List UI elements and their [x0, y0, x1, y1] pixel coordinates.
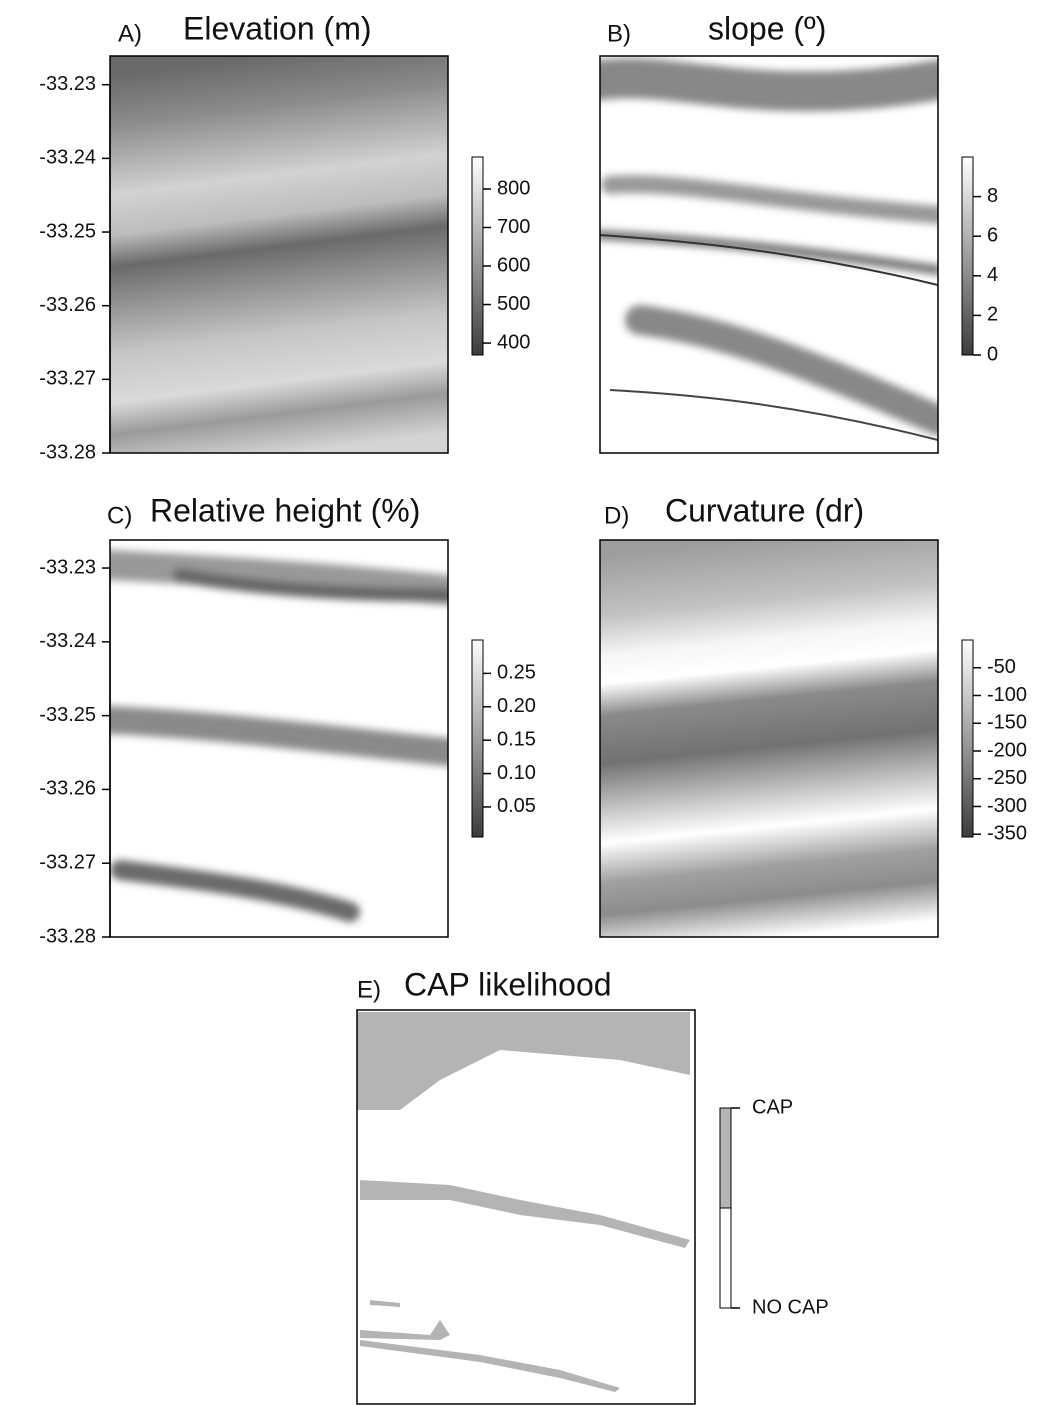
legend-swatch — [719, 1107, 732, 1209]
panel-title: slope (º) — [708, 10, 826, 46]
colorbar-tick-label: 0.15 — [497, 728, 536, 750]
relative-height-raster — [110, 540, 448, 937]
colorbar-tick-label: 0.25 — [497, 662, 536, 684]
colorbar — [961, 156, 974, 356]
y-tick-label: -33.25 — [39, 220, 96, 242]
colorbar-tick-label: 4 — [987, 264, 998, 286]
colorbar-tick-label: 6 — [987, 224, 998, 246]
colorbar-tick-label: 0 — [987, 343, 998, 365]
colorbar — [961, 639, 974, 838]
y-tick-label: -33.27 — [39, 368, 96, 390]
colorbar-tick-label: 0.20 — [497, 695, 536, 717]
colorbar — [471, 156, 484, 356]
panel-label: C) — [107, 502, 132, 529]
panel-title: Elevation (m) — [183, 10, 372, 46]
colorbar-tick-label: 2 — [987, 304, 998, 326]
curvature-raster — [600, 540, 938, 937]
colorbar-tick-label: -150 — [987, 712, 1027, 734]
y-tick-label: -33.26 — [39, 294, 96, 316]
slope-raster — [600, 56, 938, 453]
colorbar-tick-label: -200 — [987, 739, 1027, 761]
colorbar-tick-label: 500 — [497, 293, 530, 315]
y-tick-label: -33.28 — [39, 925, 96, 947]
colorbar-tick-label: -50 — [987, 656, 1016, 678]
colorbar — [471, 639, 484, 838]
legend-label: CAP — [752, 1096, 793, 1118]
colorbar-tick-label: -300 — [987, 795, 1027, 817]
panel-label: A) — [118, 20, 142, 47]
colorbar-tick-label: 8 — [987, 185, 998, 207]
y-tick-label: -33.24 — [39, 630, 96, 652]
cap-raster — [357, 1010, 695, 1404]
y-tick-label: -33.28 — [39, 441, 96, 463]
colorbar-tick-label: 800 — [497, 177, 530, 199]
colorbar-tick-label: 700 — [497, 216, 530, 238]
colorbar-tick-label: 600 — [497, 254, 530, 276]
elevation-raster — [110, 56, 448, 453]
panel-label: D) — [604, 502, 629, 529]
panel-title: Relative height (%) — [150, 492, 420, 528]
colorbar-tick-label: 0.05 — [497, 795, 536, 817]
legend-swatch — [719, 1207, 732, 1309]
colorbar-tick-label: -100 — [987, 684, 1027, 706]
panel-frames — [109, 55, 939, 1405]
y-tick-label: -33.27 — [39, 851, 96, 873]
y-tick-label: -33.25 — [39, 704, 96, 726]
y-tick-label: -33.24 — [39, 147, 96, 169]
panel-title: Curvature (dr) — [665, 492, 864, 528]
legend-label: NO CAP — [752, 1296, 829, 1318]
y-tick-label: -33.23 — [39, 73, 96, 95]
y-tick-label: -33.23 — [39, 556, 96, 578]
panel-title: CAP likelihood — [404, 966, 612, 1002]
colorbar-tick-label: 0.10 — [497, 762, 536, 784]
colorbar-tick-label: -250 — [987, 767, 1027, 789]
colorbar-tick-label: 400 — [497, 331, 530, 353]
panel-label: B) — [607, 20, 631, 47]
panel-label: E) — [357, 976, 381, 1003]
colorbar-tick-label: -350 — [987, 823, 1027, 845]
y-tick-label: -33.26 — [39, 778, 96, 800]
